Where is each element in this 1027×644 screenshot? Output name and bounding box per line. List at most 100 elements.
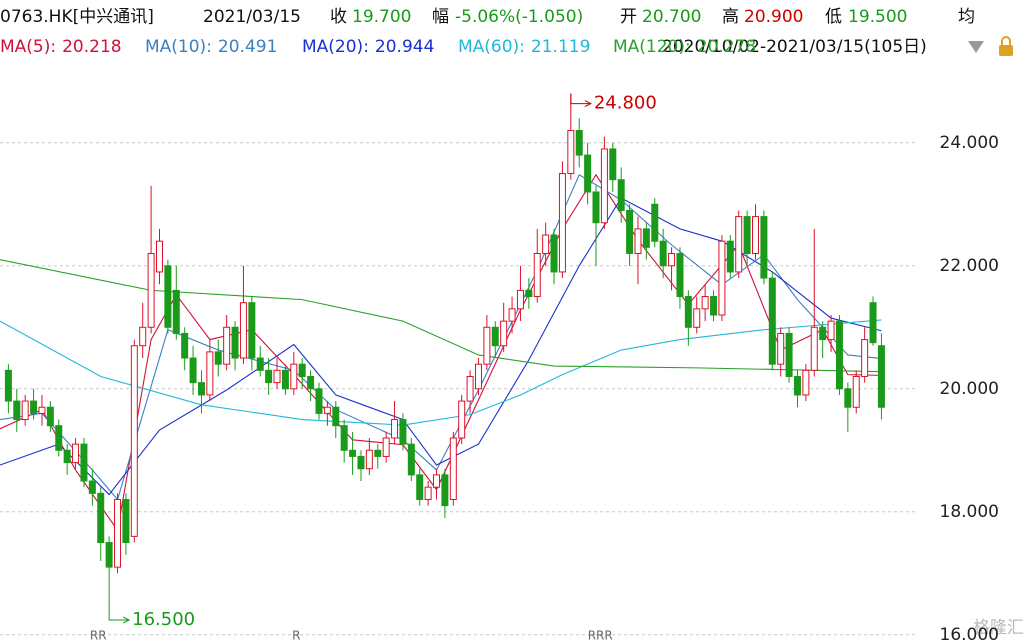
- legend-entry: MA(60): 21.119: [458, 37, 590, 57]
- candle-body: [550, 234, 558, 273]
- candle-body: [542, 234, 550, 254]
- candle-body: [483, 326, 491, 365]
- candle-body: [626, 209, 634, 254]
- candle-body: [877, 345, 885, 408]
- candle-body: [88, 480, 96, 494]
- candle-body: [357, 455, 365, 470]
- candle-body: [172, 289, 180, 334]
- candle-body: [793, 375, 801, 396]
- legend-value: 20.278: [697, 37, 756, 57]
- candle-body: [466, 375, 474, 402]
- dropdown-icon[interactable]: [968, 41, 984, 53]
- candle-body: [21, 400, 29, 421]
- candle-body: [819, 326, 827, 341]
- candle-body: [424, 486, 432, 500]
- legend-entry: MA(5): 20.218: [0, 37, 122, 57]
- range-label: 2020/10/02-2021/03/15(105日): [662, 37, 927, 57]
- candle-body: [4, 369, 12, 402]
- quote-value: 20.900: [744, 7, 803, 27]
- quote-label: 开: [620, 7, 637, 27]
- candle-body: [533, 252, 541, 298]
- candle-body: [718, 240, 726, 316]
- annotation-label: 24.800: [594, 93, 657, 114]
- quote-label: 幅: [432, 7, 449, 27]
- candle-body: [30, 400, 38, 414]
- ma-line: [0, 319, 882, 426]
- lock-icon[interactable]: [999, 36, 1013, 56]
- candle-body: [214, 351, 222, 365]
- candle-body: [659, 240, 667, 267]
- candle-body: [802, 369, 810, 396]
- candle-body: [760, 216, 768, 279]
- legend-entry: MA(20): 20.944: [302, 37, 434, 57]
- candle-body: [122, 498, 130, 544]
- annotation-arrowhead: [584, 100, 592, 108]
- candle-body: [349, 449, 357, 457]
- candle-body: [584, 154, 592, 193]
- candle-body: [256, 357, 264, 371]
- candle-body: [55, 425, 63, 451]
- y-tick-label: 22.000: [940, 256, 999, 276]
- annotation-arrow: [570, 93, 591, 105]
- candle-body: [642, 228, 650, 248]
- candle-body: [340, 425, 348, 451]
- candle-body: [223, 326, 231, 365]
- legend-value: 21.119: [531, 37, 590, 57]
- quote-label: 均: [958, 7, 975, 27]
- candle-body: [458, 400, 466, 439]
- candle-body: [693, 308, 701, 328]
- candle-body: [684, 296, 692, 328]
- candle-body: [508, 308, 516, 322]
- candle-body: [609, 148, 617, 181]
- legend-entry: MA(10): 20.491: [145, 37, 277, 57]
- candle-body: [265, 369, 273, 384]
- candle-body: [869, 302, 877, 344]
- legend-name: MA(120):: [613, 37, 691, 57]
- legend-name: MA(20):: [302, 37, 369, 57]
- legend-name: MA(10):: [145, 37, 212, 57]
- candle-body: [558, 173, 566, 273]
- x-tick-label: RRR: [588, 629, 613, 643]
- y-tick-label: 20.000: [940, 379, 999, 399]
- candle-body: [844, 388, 852, 408]
- candle-body: [500, 320, 508, 347]
- quote-label: 低: [825, 7, 842, 27]
- candle-body: [63, 449, 71, 464]
- chart-title: 0763.HK[中兴通讯]: [0, 7, 154, 27]
- quote-label: 收: [330, 7, 347, 27]
- candle-body: [710, 296, 718, 316]
- candle-body: [433, 474, 441, 488]
- candle-body: [726, 240, 734, 273]
- x-tick-label: R: [292, 629, 300, 643]
- candle-body: [97, 492, 105, 544]
- candle-body: [701, 296, 709, 310]
- candle-body: [139, 326, 147, 347]
- legend-name: MA(5):: [0, 37, 56, 57]
- candle-body: [13, 400, 21, 421]
- candle-body: [332, 406, 340, 427]
- candle-body: [743, 216, 751, 254]
- candle-body: [391, 419, 399, 439]
- legend-value: 20.218: [62, 37, 121, 57]
- legend-value: 20.944: [375, 37, 434, 57]
- candle-body: [130, 345, 138, 537]
- candle-body: [197, 382, 205, 396]
- legend-value: 20.491: [218, 37, 277, 57]
- candle-body: [189, 357, 197, 384]
- quote-label: 高: [722, 7, 739, 27]
- candle-body: [407, 443, 415, 476]
- candle-body: [239, 302, 247, 359]
- candle-body: [752, 216, 760, 254]
- annotation-label: 16.500: [132, 609, 195, 630]
- candle-body: [491, 326, 499, 347]
- candle-body: [861, 339, 869, 377]
- candle-body: [181, 332, 189, 359]
- candle-body: [206, 351, 214, 396]
- candle-body: [105, 542, 113, 568]
- candle-body: [441, 474, 449, 507]
- annotation-arrow: [108, 604, 130, 621]
- candle-body: [46, 406, 54, 427]
- candle-body: [768, 277, 776, 365]
- annotation-arrowhead: [122, 616, 131, 624]
